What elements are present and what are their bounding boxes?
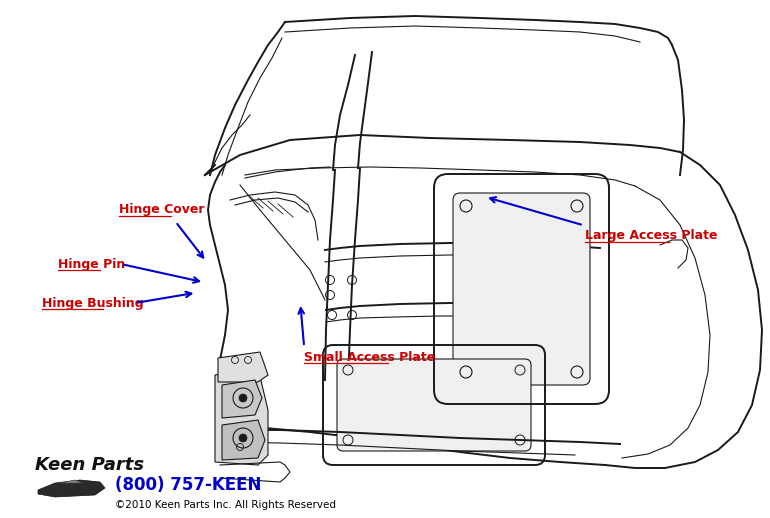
Text: Hinge Pin: Hinge Pin: [58, 257, 125, 271]
Polygon shape: [60, 480, 82, 483]
FancyBboxPatch shape: [337, 359, 531, 451]
Text: Hinge Bushing: Hinge Bushing: [42, 296, 144, 310]
Polygon shape: [222, 420, 265, 460]
Text: ©2010 Keen Parts Inc. All Rights Reserved: ©2010 Keen Parts Inc. All Rights Reserve…: [115, 500, 336, 510]
Polygon shape: [218, 352, 268, 382]
Text: Hinge Cover: Hinge Cover: [119, 203, 205, 217]
Polygon shape: [215, 368, 268, 465]
Text: (800) 757-KEEN: (800) 757-KEEN: [115, 476, 261, 494]
Text: Keen Parts: Keen Parts: [35, 456, 144, 474]
Text: Large Access Plate: Large Access Plate: [585, 229, 718, 242]
Text: Small Access Plate: Small Access Plate: [304, 351, 435, 364]
Circle shape: [239, 394, 247, 402]
FancyBboxPatch shape: [453, 193, 590, 385]
Polygon shape: [38, 480, 105, 497]
Circle shape: [239, 434, 247, 442]
Polygon shape: [222, 380, 262, 418]
